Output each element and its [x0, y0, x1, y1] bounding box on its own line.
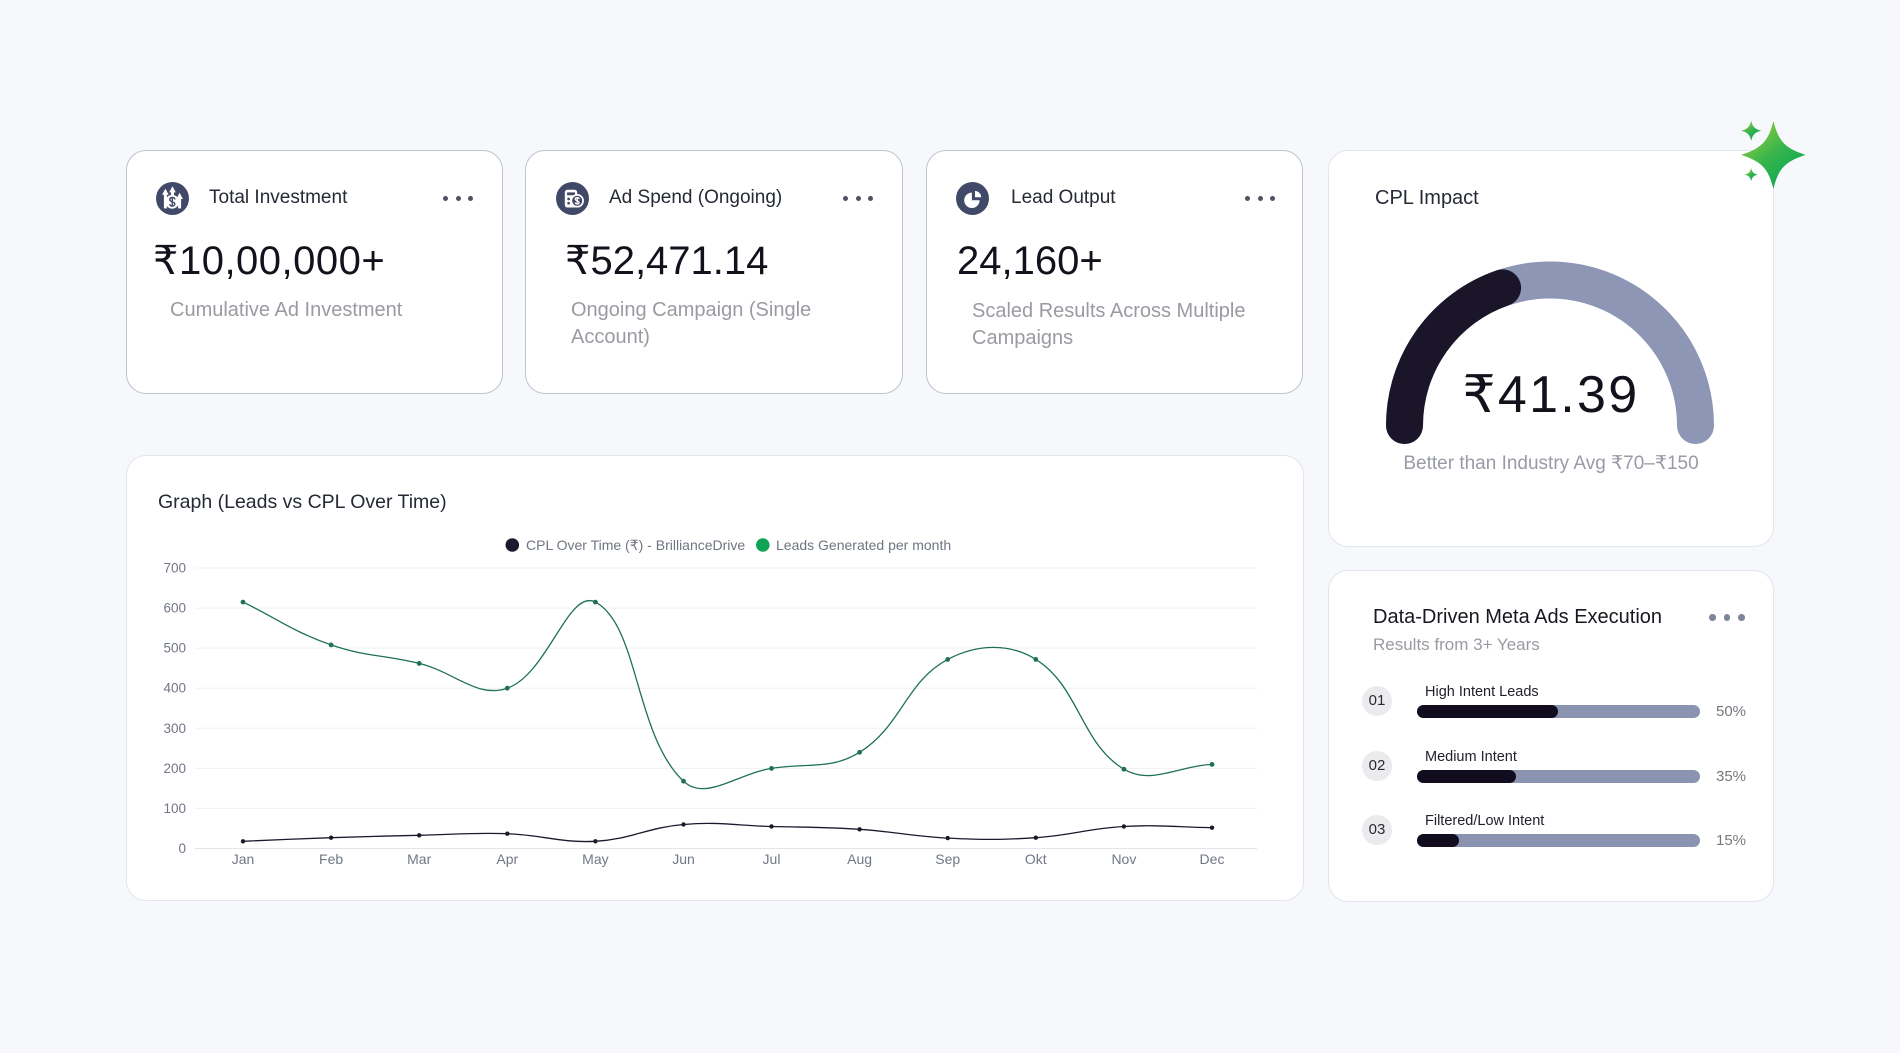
svg-text:Jul: Jul	[763, 851, 781, 867]
svg-text:400: 400	[163, 681, 186, 696]
svg-text:500: 500	[163, 641, 186, 656]
svg-text:Jun: Jun	[672, 851, 695, 867]
svg-text:Aug: Aug	[847, 851, 872, 867]
svg-text:Apr: Apr	[496, 851, 518, 867]
svg-text:Feb: Feb	[319, 851, 343, 867]
svg-text:Okt: Okt	[1025, 851, 1047, 867]
svg-text:Mar: Mar	[407, 851, 431, 867]
svg-text:0: 0	[178, 841, 186, 856]
svg-text:300: 300	[163, 721, 186, 736]
svg-text:600: 600	[163, 601, 186, 616]
svg-text:Jan: Jan	[232, 851, 255, 867]
svg-text:100: 100	[163, 801, 186, 816]
svg-text:Nov: Nov	[1111, 851, 1136, 867]
svg-text:Sep: Sep	[935, 851, 960, 867]
svg-text:200: 200	[163, 761, 186, 776]
svg-text:Dec: Dec	[1200, 851, 1225, 867]
svg-text:700: 700	[163, 561, 186, 576]
svg-text:Leads Generated per month: Leads Generated per month	[776, 537, 951, 553]
svg-text:CPL Over Time (₹) - Brilliance: CPL Over Time (₹) - BrillianceDrive	[526, 537, 745, 553]
svg-text:May: May	[582, 851, 608, 867]
